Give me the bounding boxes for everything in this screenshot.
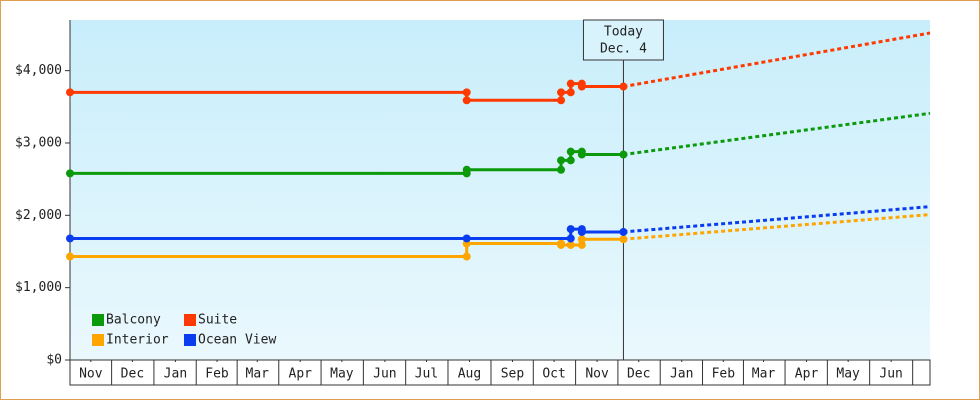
x-tick-label: Jun	[879, 367, 902, 382]
y-tick-label: $4,000	[15, 63, 62, 78]
legend-label: Balcony	[106, 313, 161, 328]
data-point	[557, 240, 566, 249]
forecast-line	[623, 213, 931, 241]
legend-swatch	[92, 334, 104, 346]
data-point	[462, 165, 471, 174]
data-point	[462, 96, 471, 105]
data-point	[619, 235, 628, 244]
data-point	[557, 88, 566, 97]
data-point	[577, 227, 586, 236]
legend-swatch	[184, 334, 196, 346]
x-tick-label: Jan	[164, 367, 187, 382]
x-tick-label: Sep	[501, 367, 525, 382]
x-tick-label: Mar	[246, 367, 270, 382]
today-label: Today	[604, 25, 643, 40]
legend-label: Interior	[106, 333, 169, 348]
x-tick-label: Aug	[458, 367, 481, 382]
y-tick-label: $0	[46, 353, 62, 368]
data-point	[557, 156, 566, 165]
today-box	[582, 19, 664, 61]
x-tick-label: Feb	[712, 367, 736, 382]
data-point	[66, 234, 74, 243]
x-axis-band	[69, 359, 931, 386]
data-point	[566, 240, 575, 249]
y-tick-label: $2,000	[15, 208, 62, 223]
y-tick-label: $3,000	[15, 135, 62, 150]
data-point	[66, 252, 74, 261]
x-tick-label: Jul	[415, 367, 438, 382]
legend-label: Ocean View	[198, 333, 276, 348]
x-tick-label: Nov	[79, 367, 103, 382]
x-tick-label: Mar	[752, 367, 776, 382]
x-tick-label: Jan	[670, 367, 693, 382]
today-label: Dec. 4	[600, 42, 647, 57]
forecast-line	[623, 111, 931, 157]
x-tick-label: Dec	[121, 367, 144, 382]
forecast-line	[623, 31, 931, 89]
data-point	[557, 96, 566, 105]
legend-swatch	[184, 314, 196, 326]
data-point	[577, 82, 586, 91]
legend-swatch	[92, 314, 104, 326]
forecast-line	[623, 205, 931, 234]
data-point	[566, 234, 575, 243]
plot-area	[70, 20, 930, 360]
data-point	[566, 147, 575, 156]
data-point	[577, 150, 586, 159]
data-point	[66, 88, 74, 97]
x-tick-label: Oct	[542, 367, 565, 382]
x-tick-label: Dec	[627, 367, 650, 382]
data-point	[462, 234, 471, 243]
data-point	[462, 88, 471, 97]
data-point	[66, 169, 74, 178]
x-tick-label: Apr	[289, 367, 313, 382]
data-point	[577, 235, 586, 244]
data-point	[566, 88, 575, 97]
data-point	[462, 252, 471, 261]
data-point	[566, 225, 575, 234]
x-tick-label: Apr	[795, 367, 819, 382]
y-tick-label: $1,000	[15, 280, 62, 295]
data-point	[557, 165, 566, 174]
legend-label: Suite	[198, 313, 237, 328]
data-point	[577, 240, 586, 249]
data-point	[619, 227, 628, 236]
data-point	[619, 82, 628, 91]
x-tick-label: Nov	[585, 367, 609, 382]
x-tick-label: May	[330, 367, 354, 382]
x-tick-label: May	[836, 367, 860, 382]
x-tick-label: Jun	[373, 367, 396, 382]
x-tick-label: Feb	[205, 367, 229, 382]
data-point	[566, 79, 575, 88]
data-point	[619, 150, 628, 159]
data-point	[566, 156, 575, 165]
